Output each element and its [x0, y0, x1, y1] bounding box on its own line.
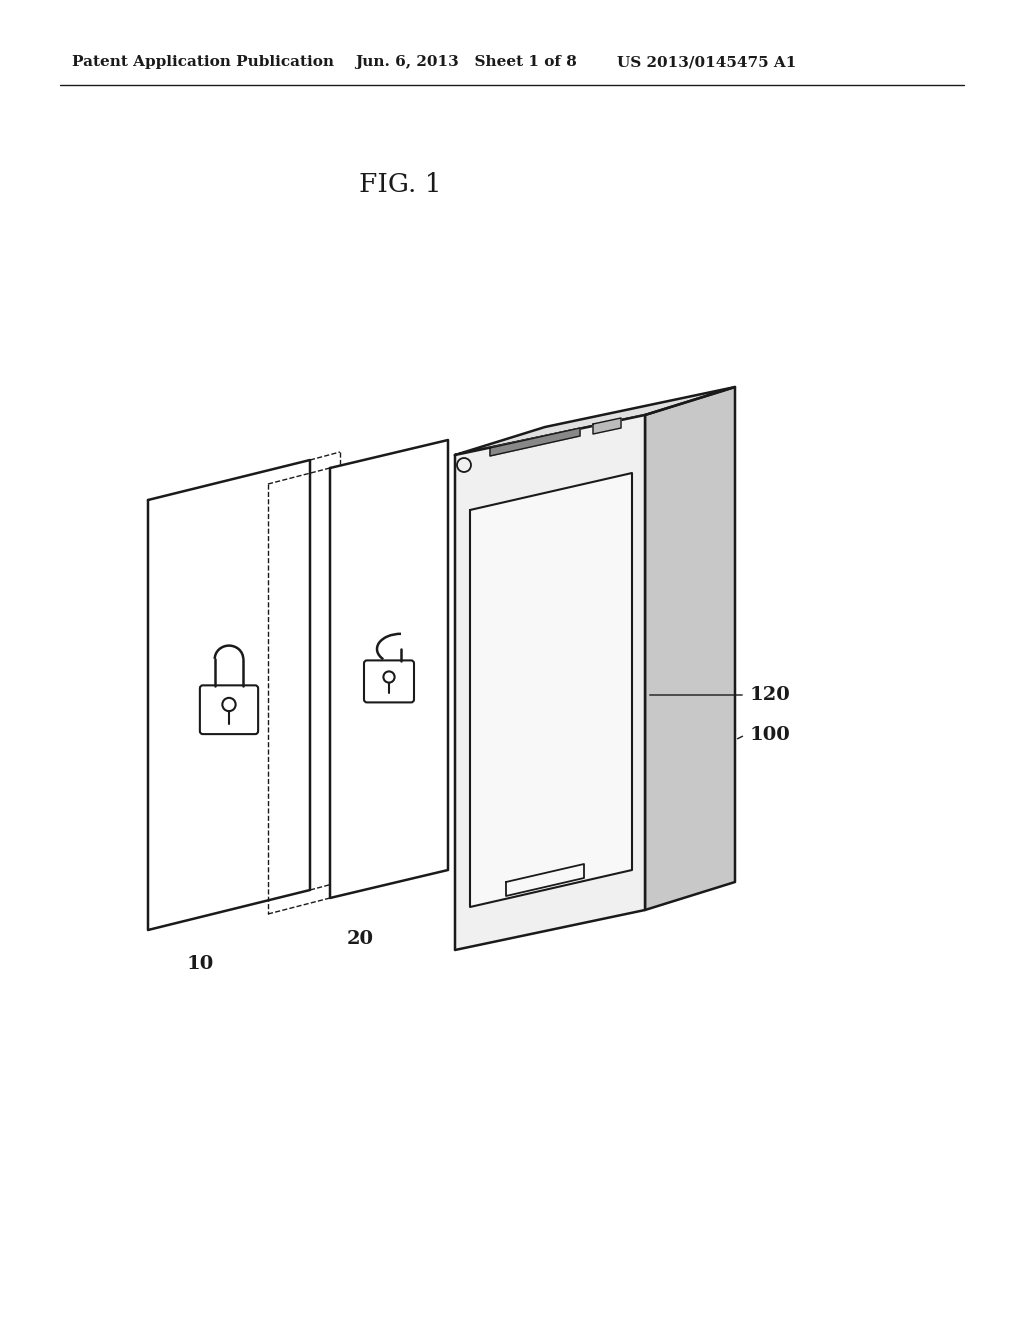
Polygon shape: [148, 459, 310, 931]
Polygon shape: [455, 414, 645, 950]
Polygon shape: [470, 473, 632, 907]
Text: 120: 120: [750, 686, 791, 704]
Text: Jun. 6, 2013   Sheet 1 of 8: Jun. 6, 2013 Sheet 1 of 8: [355, 55, 577, 69]
Polygon shape: [330, 440, 449, 898]
Polygon shape: [645, 387, 735, 909]
Text: FIG. 1: FIG. 1: [358, 173, 441, 198]
Polygon shape: [490, 428, 580, 455]
Text: 100: 100: [750, 726, 791, 744]
Polygon shape: [455, 387, 735, 455]
Text: 20: 20: [346, 931, 374, 948]
Text: 10: 10: [186, 954, 214, 973]
Polygon shape: [593, 418, 621, 434]
Text: Patent Application Publication: Patent Application Publication: [72, 55, 334, 69]
Text: US 2013/0145475 A1: US 2013/0145475 A1: [617, 55, 797, 69]
